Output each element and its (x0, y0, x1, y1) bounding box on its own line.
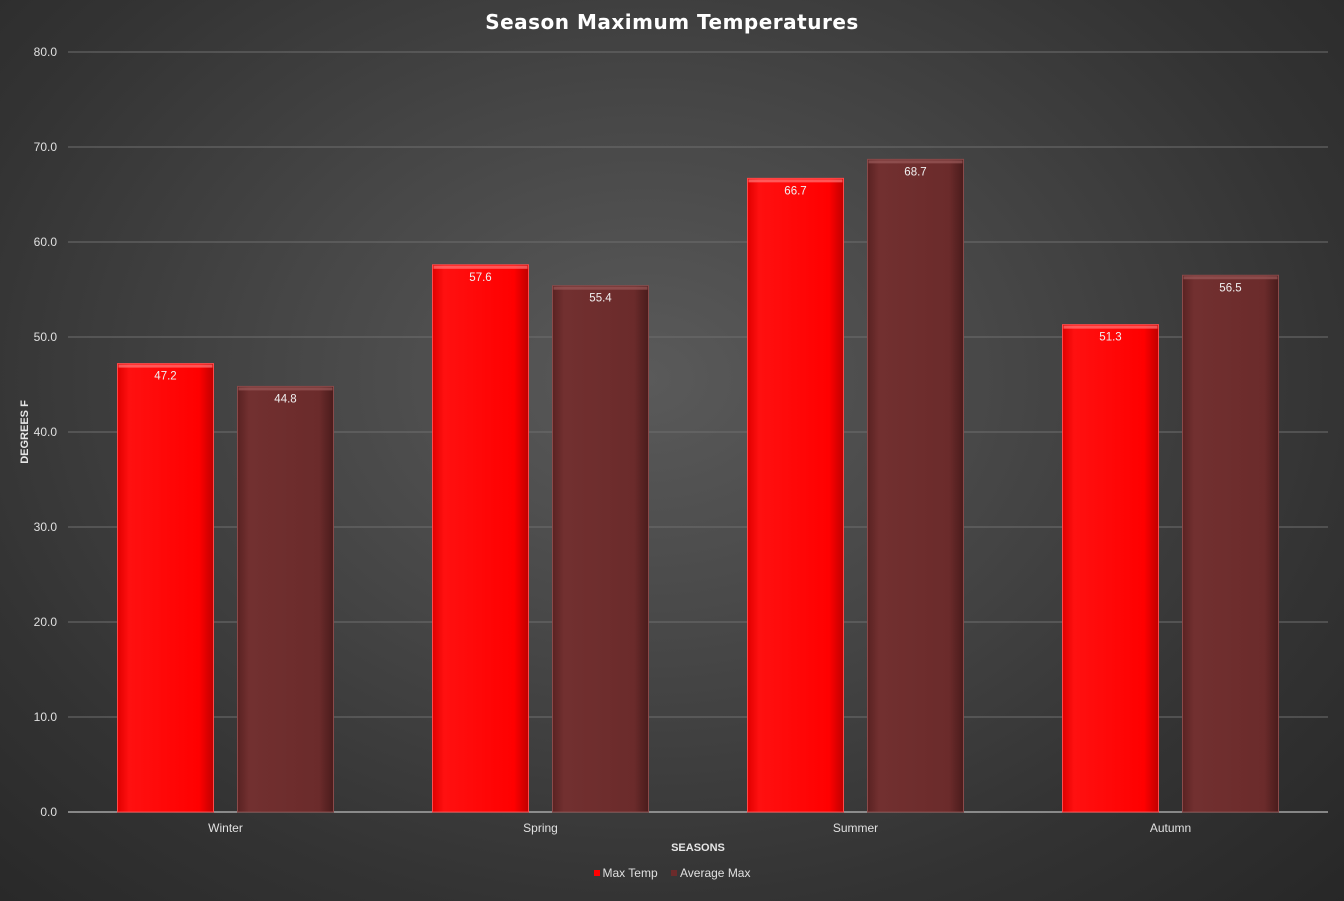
y-tick-label: 10.0 (34, 710, 58, 724)
x-tick-label: Spring (523, 821, 558, 835)
data-label: 66.7 (784, 185, 806, 197)
data-label: 56.5 (1219, 282, 1241, 294)
x-tick-label: Winter (208, 821, 243, 835)
x-tick-label: Summer (833, 821, 878, 835)
bar-highlight (553, 286, 648, 290)
bar-highlight (433, 265, 528, 269)
legend-item-max-temp[interactable]: Max Temp (593, 866, 658, 880)
x-tick-label: Autumn (1150, 821, 1191, 835)
y-tick-label: 30.0 (34, 520, 58, 534)
bar-max-temp-winter[interactable] (117, 363, 214, 813)
legend-swatch-max-temp (593, 869, 600, 876)
data-label: 47.2 (154, 371, 176, 383)
data-label: 57.6 (469, 272, 491, 284)
chart-title: Season Maximum Temperatures (485, 10, 859, 34)
y-tick-label: 60.0 (34, 235, 58, 249)
bar-max-temp-spring[interactable] (432, 264, 529, 813)
data-label: 51.3 (1099, 332, 1121, 344)
bar-max-temp-summer[interactable] (747, 177, 844, 813)
y-tick-label: 80.0 (34, 45, 58, 59)
legend-item-average-max[interactable]: Average Max (671, 866, 750, 880)
bar-average-max-summer[interactable] (867, 158, 964, 813)
y-tick-label: 20.0 (34, 615, 58, 629)
y-tick-label: 0.0 (40, 805, 57, 819)
bar-highlight (118, 364, 213, 368)
data-label: 55.4 (589, 293, 612, 305)
data-label: 44.8 (274, 393, 296, 405)
y-tick-label: 40.0 (34, 425, 58, 439)
y-tick-label: 70.0 (34, 140, 58, 154)
legend-label-average-max: Average Max (680, 866, 751, 880)
bar-highlight (1183, 276, 1278, 280)
legend: Max Temp Average Max (0, 866, 1344, 880)
bar-average-max-autumn[interactable] (1182, 274, 1279, 813)
bar-average-max-winter[interactable] (237, 385, 334, 813)
bar-average-max-spring[interactable] (552, 285, 649, 813)
bar-highlight (1063, 325, 1158, 329)
bar-max-temp-autumn[interactable] (1062, 324, 1159, 813)
data-label: 68.7 (904, 166, 926, 178)
x-axis-title: SEASONS (671, 842, 725, 854)
y-tick-label: 50.0 (34, 330, 58, 344)
legend-label-max-temp: Max Temp (602, 866, 658, 880)
legend-swatch-average-max (671, 869, 677, 876)
bar-highlight (868, 160, 963, 164)
bar-highlight (748, 179, 843, 183)
bar-highlight (238, 387, 333, 391)
y-axis-title: DEGREES F (19, 400, 31, 464)
